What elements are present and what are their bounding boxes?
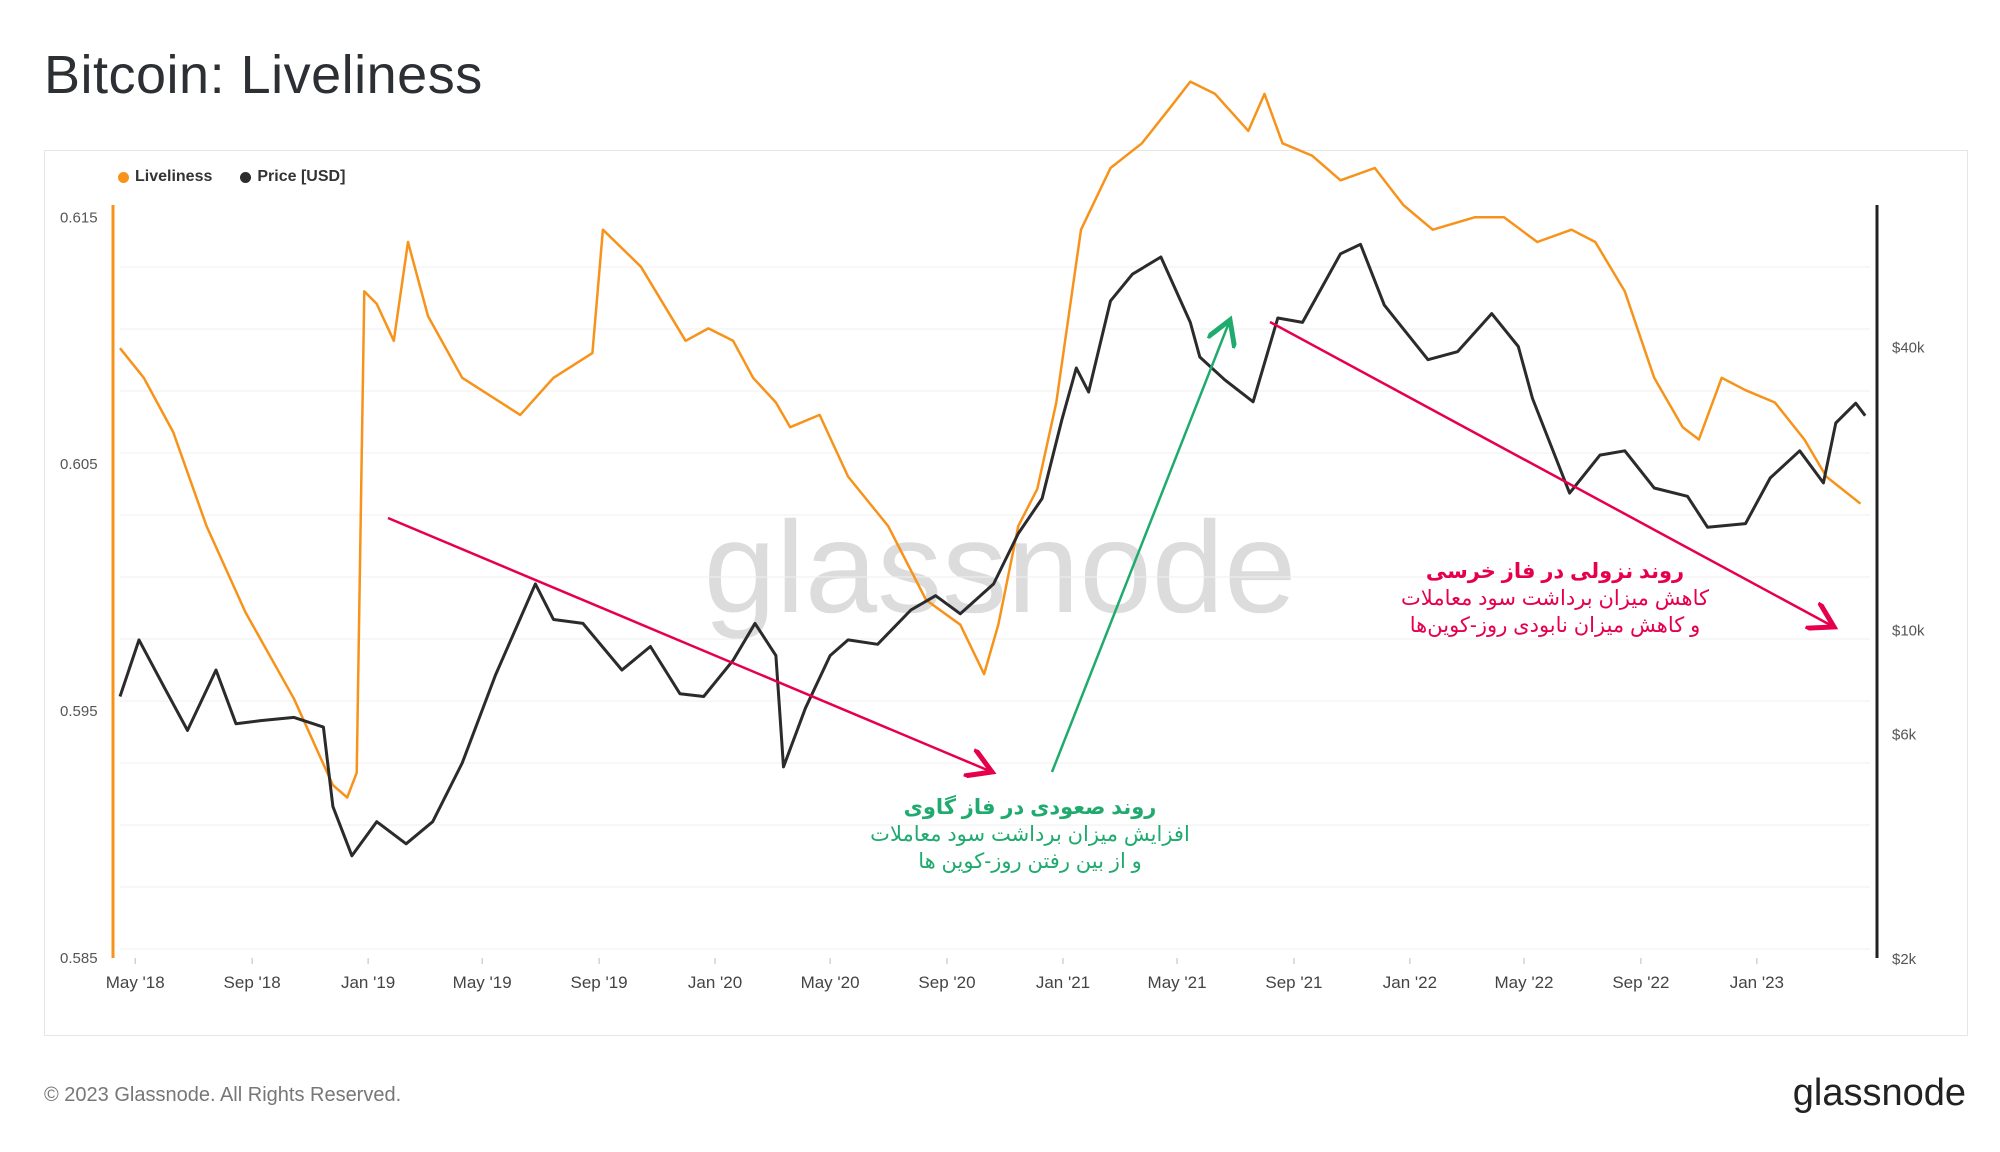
bear-trend-arrow-2022 xyxy=(1269,320,1834,627)
copyright-text: © 2023 Glassnode. All Rights Reserved. xyxy=(44,1084,402,1106)
bull-annotation-title: روند صعودی در فاز گاوی xyxy=(904,794,1157,819)
x-tick-label: Jan '20 xyxy=(688,973,742,992)
y-left-tick-label: 0.615 xyxy=(60,209,98,226)
chart-panel xyxy=(44,150,1968,1036)
y-left-tick-label: 0.585 xyxy=(60,950,98,967)
x-tick-label: Sep '22 xyxy=(1612,973,1669,992)
y-right-tick-label: $6k xyxy=(1892,727,1917,744)
x-tick-label: May '22 xyxy=(1494,973,1553,992)
page-title: Bitcoin: Liveliness xyxy=(44,45,483,105)
x-tick-label: May '18 xyxy=(106,973,165,992)
bear-trend-arrow-2019 xyxy=(387,516,992,772)
bear-annotation-title: روند نزولی در فاز خرسی xyxy=(1426,560,1684,583)
y-left-tick-label: 0.595 xyxy=(60,703,98,720)
bear-annotation-line2: و کاهش میزان نابودی روز-کوین‌ها xyxy=(1410,614,1700,637)
bull-annotation-line1: افزایش میزان برداشت سود معاملات xyxy=(870,823,1190,846)
x-tick-label: Sep '18 xyxy=(224,973,281,992)
x-tick-label: May '19 xyxy=(453,973,512,992)
y-right-tick-label: $40k xyxy=(1892,339,1925,356)
legend-item-price[interactable]: Price [USD] xyxy=(240,168,345,186)
y-left-tick-label: 0.605 xyxy=(60,456,98,473)
x-tick-label: Sep '21 xyxy=(1265,973,1322,992)
bull-trend-arrow xyxy=(1050,320,1230,773)
x-tick-label: Sep '19 xyxy=(571,973,628,992)
y-right-tick-label: $10k xyxy=(1892,622,1925,639)
series-line-price xyxy=(118,242,1867,858)
x-tick-label: Jan '19 xyxy=(341,973,395,992)
x-tick-label: Sep '20 xyxy=(918,973,975,992)
chart-legend: Liveliness Price [USD] xyxy=(118,168,345,186)
x-tick-label: Jan '23 xyxy=(1730,973,1784,992)
x-tick-label: May '20 xyxy=(801,973,860,992)
x-tick-label: May '21 xyxy=(1148,973,1207,992)
bear-annotation-line1: کاهش میزان برداشت سود معاملات xyxy=(1401,587,1709,610)
legend-label-liveliness: Liveliness xyxy=(135,168,213,185)
x-tick-label: Jan '22 xyxy=(1383,973,1437,992)
legend-dot-icon xyxy=(118,171,129,183)
y-right-tick-label: $2k xyxy=(1892,951,1917,968)
x-tick-label: Jan '21 xyxy=(1036,973,1090,992)
legend-item-liveliness[interactable]: Liveliness xyxy=(118,168,212,186)
bull-annotation-line2: و از بین رفتن روز-کوین ها xyxy=(918,850,1142,873)
brand-logo: glassnode xyxy=(1792,1072,1966,1114)
legend-label-price: Price [USD] xyxy=(257,168,346,185)
series-line-liveliness xyxy=(119,80,1862,799)
legend-dot-icon xyxy=(240,171,252,183)
